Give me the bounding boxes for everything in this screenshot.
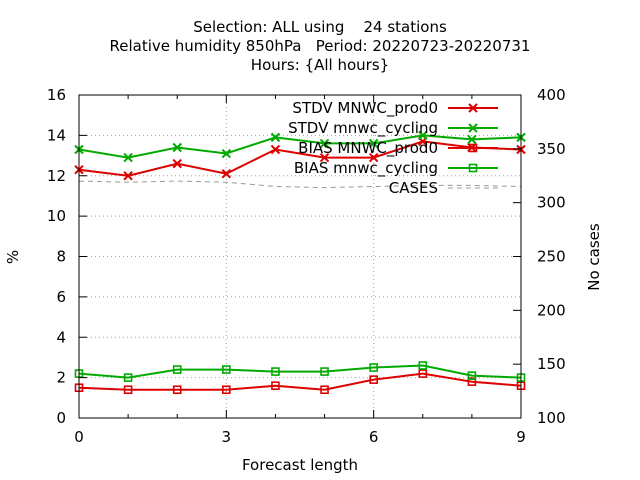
legend-label: CASES	[389, 179, 438, 197]
legend-label: STDV mnwc_cycling	[288, 119, 438, 138]
series-3	[74, 361, 526, 382]
series-1	[74, 130, 526, 163]
legend-label: BIAS MNWC_prod0	[298, 139, 438, 158]
legend-item: STDV MNWC_prod0	[292, 99, 498, 118]
data-point	[271, 381, 280, 391]
data-point	[270, 132, 281, 143]
series-line	[78, 134, 522, 159]
data-point	[418, 130, 428, 141]
data-point	[467, 371, 477, 380]
data-point	[320, 367, 329, 376]
x-tick-label: 0	[74, 428, 84, 446]
chart-title-line-3: Hours: {All hours}	[250, 56, 390, 74]
chart-title-line-1: Selection: ALL using 24 stations	[193, 18, 447, 36]
data-point	[172, 142, 182, 153]
data-point	[172, 158, 182, 169]
data-point	[123, 373, 133, 382]
data-point	[418, 361, 428, 370]
data-point	[271, 367, 280, 376]
grid-lines	[79, 95, 521, 418]
data-point	[467, 134, 477, 145]
data-point	[467, 377, 477, 386]
data-point	[369, 375, 378, 384]
series-4	[78, 180, 522, 189]
data-point	[222, 365, 231, 374]
y-tick-label: 14	[47, 126, 66, 144]
y2-tick-label: 200	[537, 301, 566, 319]
data-point	[222, 385, 231, 395]
data-point	[270, 144, 281, 155]
data-point	[172, 365, 182, 374]
legend-item: CASES	[389, 179, 498, 197]
data-point	[319, 138, 330, 149]
legend-item: BIAS mnwc_cycling	[294, 159, 498, 178]
series-line	[78, 180, 522, 189]
legend-marker	[468, 103, 478, 113]
y2-tick-label: 400	[537, 86, 566, 104]
legend-label: BIAS mnwc_cycling	[294, 159, 438, 178]
x-tick-label: 3	[222, 428, 232, 446]
y-tick-label: 6	[56, 288, 66, 306]
data-point	[369, 363, 378, 372]
y-tick-label: 0	[56, 409, 66, 427]
data-point	[319, 152, 330, 163]
data-point	[368, 152, 379, 163]
legend-label: STDV MNWC_prod0	[292, 99, 438, 118]
series-line	[78, 140, 522, 177]
legend-marker	[468, 123, 478, 133]
legend-marker	[468, 143, 478, 153]
legend-marker	[468, 163, 478, 173]
y-tick-label: 10	[47, 207, 66, 225]
data-point	[123, 152, 133, 163]
legend-item: STDV mnwc_cycling	[288, 119, 498, 138]
data-point	[221, 169, 232, 179]
chart-title-line-2: Relative humidity 850hPa Period: 2022072…	[109, 37, 531, 55]
y2-tick-label: 100	[537, 409, 566, 427]
y2-tick-label: 250	[537, 248, 566, 266]
y-tick-label: 12	[47, 167, 66, 185]
series-line	[78, 372, 522, 391]
legend-item: BIAS MNWC_prod0	[298, 139, 498, 158]
data-point	[123, 385, 133, 395]
data-point	[368, 138, 379, 149]
y-tick-label: 8	[56, 248, 66, 266]
series-lines	[74, 130, 526, 395]
y-tick-label: 4	[56, 328, 66, 346]
y-tick-label: 2	[56, 369, 66, 387]
x-tick-label: 9	[516, 428, 526, 446]
data-point	[221, 148, 232, 159]
data-point	[320, 385, 329, 395]
x-axis-title: Forecast length	[242, 456, 358, 474]
y2-tick-label: 300	[537, 194, 566, 212]
y2-tick-label: 150	[537, 355, 566, 373]
data-point	[123, 171, 133, 181]
y2-axis-title: No cases	[585, 223, 603, 291]
data-point	[172, 385, 182, 395]
y-axis-title: %	[4, 250, 22, 264]
x-tick-label: 6	[369, 428, 379, 446]
y2-tick-label: 350	[537, 140, 566, 158]
series-line	[78, 364, 522, 379]
axes: 0 2 4 6 8 10 12 14 16 0 3 6 9 100 150 200 250 300 350 400	[47, 86, 566, 446]
data-point	[418, 369, 428, 378]
y-tick-label: 16	[47, 86, 66, 104]
